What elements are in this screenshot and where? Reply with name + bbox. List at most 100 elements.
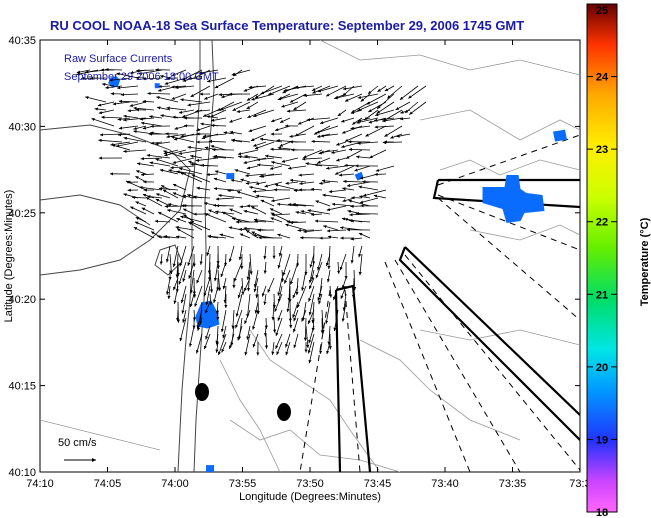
current-vector — [215, 333, 219, 345]
current-vector — [98, 138, 123, 143]
current-vector — [220, 101, 243, 111]
current-vector — [218, 193, 243, 199]
current-vector — [292, 317, 299, 333]
current-vector — [175, 235, 187, 239]
colorbar-label: Temperature (°C) — [639, 217, 651, 306]
current-vector — [260, 199, 275, 207]
current-vector — [214, 170, 227, 175]
current-vector — [408, 85, 427, 99]
current-vector — [327, 325, 331, 345]
current-vector — [271, 301, 275, 321]
current-vector — [284, 269, 291, 284]
current-vector — [156, 96, 179, 103]
current-vector — [341, 277, 347, 289]
x-tick-label: 73:3 — [569, 478, 590, 490]
current-vector — [329, 285, 333, 298]
current-vector — [277, 93, 299, 101]
y-axis: 40:35 40:30 40:25 40:20 40:15 40:10 — [8, 35, 580, 479]
current-vector — [374, 125, 395, 129]
current-vector — [303, 317, 307, 341]
current-vector — [123, 136, 147, 143]
current-vector — [316, 125, 339, 134]
current-vector — [182, 269, 187, 282]
current-vector — [376, 101, 395, 114]
current-vector — [341, 301, 347, 322]
x-tick-label: 73:55 — [229, 478, 257, 490]
current-vector — [135, 170, 147, 175]
current-vector — [263, 245, 267, 260]
current-vector — [348, 199, 371, 207]
current-vector — [273, 317, 277, 333]
current-vector — [326, 269, 331, 283]
colorbar-tick-label: 21 — [596, 289, 608, 301]
current-vector — [167, 203, 179, 207]
current-vector — [228, 333, 235, 350]
current-vector — [288, 165, 307, 170]
current-vector — [305, 325, 310, 349]
current-vectors — [76, 67, 427, 364]
current-vector — [139, 185, 163, 191]
current-vector — [326, 205, 347, 212]
current-vector — [154, 219, 171, 223]
current-vector — [202, 133, 227, 138]
current-vector — [237, 317, 243, 340]
current-vector — [176, 170, 195, 175]
current-vector — [252, 333, 259, 348]
current-vector — [187, 101, 211, 107]
current-vector — [231, 138, 251, 143]
current-vector — [252, 141, 267, 147]
current-vector — [236, 190, 259, 199]
current-vector — [192, 285, 197, 298]
current-vector — [322, 193, 347, 199]
current-vector — [269, 208, 283, 215]
current-vector — [140, 157, 163, 161]
current-vector — [120, 93, 139, 97]
current-vector — [171, 93, 187, 100]
current-vector — [243, 277, 251, 292]
current-vector — [221, 211, 243, 223]
current-vector — [263, 261, 267, 274]
current-vector — [180, 215, 203, 223]
current-vector — [280, 269, 285, 282]
y-tick-label: 40:30 — [8, 121, 36, 133]
current-vector — [301, 309, 307, 322]
current-vector — [319, 117, 339, 125]
current-vector — [196, 125, 211, 132]
current-vector — [390, 133, 403, 139]
current-vector — [237, 285, 243, 299]
current-vector — [308, 341, 315, 364]
colorbar-tick-label: 19 — [596, 434, 608, 446]
y-axis-label: Latitude (Degrees:Minutes) — [3, 190, 15, 323]
current-vector — [166, 106, 187, 111]
current-vector — [357, 117, 371, 122]
current-vector — [320, 133, 339, 138]
current-vector — [85, 96, 107, 103]
current-vector — [286, 293, 291, 313]
current-vector — [220, 309, 227, 333]
current-vector — [231, 309, 235, 329]
current-vector — [315, 261, 323, 279]
current-vector — [195, 109, 211, 113]
current-vector — [158, 186, 179, 191]
y-tick-label: 40:20 — [8, 294, 36, 306]
colorbar-tick-label: 18 — [596, 507, 608, 518]
current-vector — [149, 161, 171, 167]
current-vector — [278, 245, 283, 257]
current-vector — [149, 115, 163, 119]
current-vector — [155, 193, 171, 199]
sst-patch — [226, 173, 235, 180]
colorbar-tick-label: 25 — [596, 5, 608, 17]
current-vector — [163, 235, 179, 239]
current-vector — [296, 285, 307, 309]
current-vector — [246, 293, 251, 318]
current-vector — [356, 155, 371, 159]
current-vector — [319, 341, 323, 355]
current-vector — [292, 301, 299, 319]
colorbar-tick-label: 23 — [596, 144, 608, 156]
current-vector — [164, 204, 187, 209]
current-vector — [238, 155, 251, 159]
current-vector — [334, 165, 355, 175]
current-vector — [123, 149, 147, 153]
current-vector — [176, 228, 195, 239]
current-vector — [331, 149, 347, 154]
